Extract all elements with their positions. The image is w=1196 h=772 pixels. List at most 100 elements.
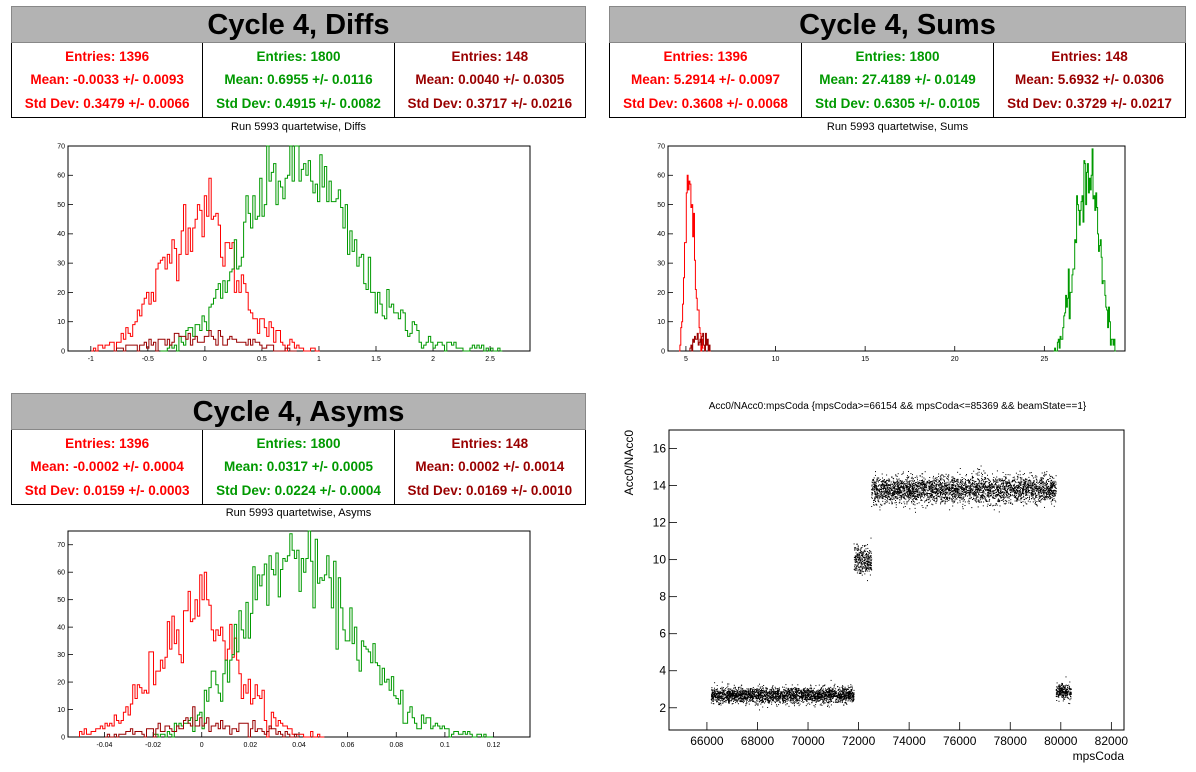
stats-box-1: Entries: 1396 Mean: 5.2914 +/- 0.0097 St…: [610, 43, 802, 117]
stats-box-3: Entries: 148 Mean: 5.6932 +/- 0.0306 Std…: [994, 43, 1185, 117]
entries-value: Entries: 1800: [256, 49, 341, 65]
plot-frame: [668, 429, 1125, 731]
y-tick-label: 40: [57, 231, 65, 238]
x-tick-label: 20: [951, 356, 959, 363]
y-tick-label: 50: [57, 597, 65, 604]
histogram-series: [689, 332, 711, 352]
histogram-series: [679, 174, 704, 352]
sums-title: Cycle 4, Sums: [609, 6, 1186, 43]
y-tick-label: 14: [653, 479, 667, 493]
x-tick-label: 0.02: [244, 742, 258, 749]
asyms-histogram: -0.04 -0.02 0 0.02 0.04 0.06 0.08 0.1 0.12 0 10 20 3…: [57, 530, 531, 749]
x-tick-label: -0.5: [142, 356, 154, 363]
std-value: Std Dev: 0.0224 +/- 0.0004: [216, 482, 381, 498]
stats-box-3: Entries: 148 Mean: 0.0040 +/- 0.0305 Std…: [395, 43, 585, 117]
diffs-title: Cycle 4, Diffs: [11, 6, 586, 43]
stats-box-2: Entries: 1800 Mean: 0.6955 +/- 0.0116 St…: [203, 43, 395, 117]
std-value: Std Dev: 0.6305 +/- 0.0105: [815, 95, 980, 111]
y-tick-label: 60: [57, 173, 65, 180]
x-tick-label: -0.02: [145, 742, 161, 749]
stats-box-2: Entries: 1800 Mean: 0.0317 +/- 0.0005 St…: [203, 430, 395, 504]
histogram-series: [105, 706, 299, 738]
histogram-series: [79, 571, 325, 738]
y-tick-label: 0: [61, 734, 65, 741]
y-tick-label: 6: [659, 627, 666, 641]
histogram-series: [1053, 148, 1116, 352]
histogram-series: [114, 330, 297, 352]
scatter-points: [710, 465, 1072, 711]
mean-value: Mean: -0.0002 +/- 0.0004: [30, 459, 184, 475]
asyms-stats: Entries: 1396 Mean: -0.0002 +/- 0.0004 S…: [11, 430, 586, 505]
y-tick-label: 0: [61, 348, 65, 355]
entries-value: Entries: 1396: [65, 436, 150, 452]
stats-box-1: Entries: 1396 Mean: -0.0002 +/- 0.0004 S…: [12, 430, 204, 504]
sums-subtitle: Run 5993 quartetwise, Sums: [826, 121, 969, 133]
x-tick-label: 15: [861, 356, 869, 363]
std-value: Std Dev: 0.3608 +/- 0.0068: [623, 95, 788, 111]
y-tick-label: 70: [657, 143, 665, 150]
mean-value: Mean: 0.0040 +/- 0.0305: [415, 72, 565, 88]
x-tick-label: 2: [431, 356, 435, 363]
x-tick-label: 68000: [741, 734, 775, 748]
x-tick-label: 5: [684, 356, 688, 363]
x-tick-label: 74000: [892, 734, 926, 748]
y-tick-label: 2: [659, 701, 666, 715]
x-tick-label: 0.08: [389, 742, 403, 749]
sums-histogram: 5 10 15 20 25 0 10 20 30 40 50 60 70: [657, 143, 1126, 363]
x-tick-label: 72000: [842, 734, 876, 748]
y-tick-label: 40: [57, 624, 65, 631]
y-tick-label: 30: [657, 260, 665, 267]
x-tick-label: 80000: [1044, 734, 1078, 748]
y-tick-label: 70: [57, 542, 65, 549]
plot-frame: [667, 145, 1126, 352]
y-tick-label: 50: [657, 202, 665, 209]
y-tick-label: 8: [659, 590, 666, 604]
y-tick-label: 20: [57, 679, 65, 686]
scatter-title: Acc0/NAcc0:mpsCoda {mpsCoda>=66154 && mp…: [708, 401, 1087, 412]
mean-value: Mean: 5.6932 +/- 0.0306: [1015, 72, 1164, 88]
y-tick-label: 10: [57, 707, 65, 714]
entries-value: Entries: 148: [451, 436, 529, 452]
histogram-series: [91, 177, 320, 352]
y-tick-label: 50: [57, 202, 65, 209]
mean-value: Mean: 0.6955 +/- 0.0116: [224, 72, 373, 88]
std-value: Std Dev: 0.0169 +/- 0.0010: [407, 482, 573, 498]
x-tick-label: 0.06: [341, 742, 355, 749]
y-tick-label: 30: [57, 652, 65, 659]
entries-value: Entries: 1396: [65, 49, 150, 65]
mean-value: Mean: 27.4189 +/- 0.0149: [819, 72, 976, 88]
x-tick-label: 0: [200, 742, 204, 749]
y-tick-label: 0: [661, 348, 665, 355]
entries-value: Entries: 148: [451, 49, 529, 65]
x-tick-label: 0: [203, 356, 207, 363]
mpscoda-scatter-plot: 66000 68000 70000 72000 74000 76000 78000 80000…: [622, 429, 1128, 763]
y-axis-label: Acc0/NAcc0: [622, 430, 636, 496]
x-tick-label: 0.04: [292, 742, 306, 749]
x-tick-label: 70000: [791, 734, 825, 748]
asyms-subtitle: Run 5993 quartetwise, Asyms: [225, 507, 372, 519]
y-tick-label: 10: [657, 319, 665, 326]
y-tick-label: 30: [57, 260, 65, 267]
mean-value: Mean: 0.0002 +/- 0.0014: [415, 459, 565, 475]
mean-value: Mean: 5.2914 +/- 0.0097: [631, 72, 780, 88]
x-tick-label: 25: [1040, 356, 1048, 363]
x-tick-label: 10: [772, 356, 780, 363]
entries-value: Entries: 148: [1051, 49, 1128, 65]
std-value: Std Dev: 0.3717 +/- 0.0216: [407, 95, 573, 111]
y-tick-label: 40: [657, 231, 665, 238]
stats-box-2: Entries: 1800 Mean: 27.4189 +/- 0.0149 S…: [802, 43, 994, 117]
stats-box-3: Entries: 148 Mean: 0.0002 +/- 0.0014 Std…: [395, 430, 585, 504]
diffs-histogram: -1 -0.5 0 0.5 1 1.5 2 2.5 0 10 20 30 40 50 60 70: [57, 143, 531, 363]
diffs-stats: Entries: 1396 Mean: -0.0033 +/- 0.0093 S…: [11, 43, 586, 118]
x-tick-label: 0.1: [440, 742, 450, 749]
asyms-title: Cycle 4, Asyms: [11, 393, 586, 430]
histogram-series: [160, 145, 503, 352]
entries-value: Entries: 1800: [256, 436, 341, 452]
y-tick-label: 60: [57, 570, 65, 577]
entries-value: Entries: 1800: [855, 49, 940, 65]
std-value: Std Dev: 0.3479 +/- 0.0066: [24, 95, 190, 111]
y-tick-label: 12: [653, 516, 667, 530]
y-tick-label: 20: [57, 290, 65, 297]
histogram-series: [153, 530, 493, 738]
y-tick-label: 16: [653, 442, 667, 456]
